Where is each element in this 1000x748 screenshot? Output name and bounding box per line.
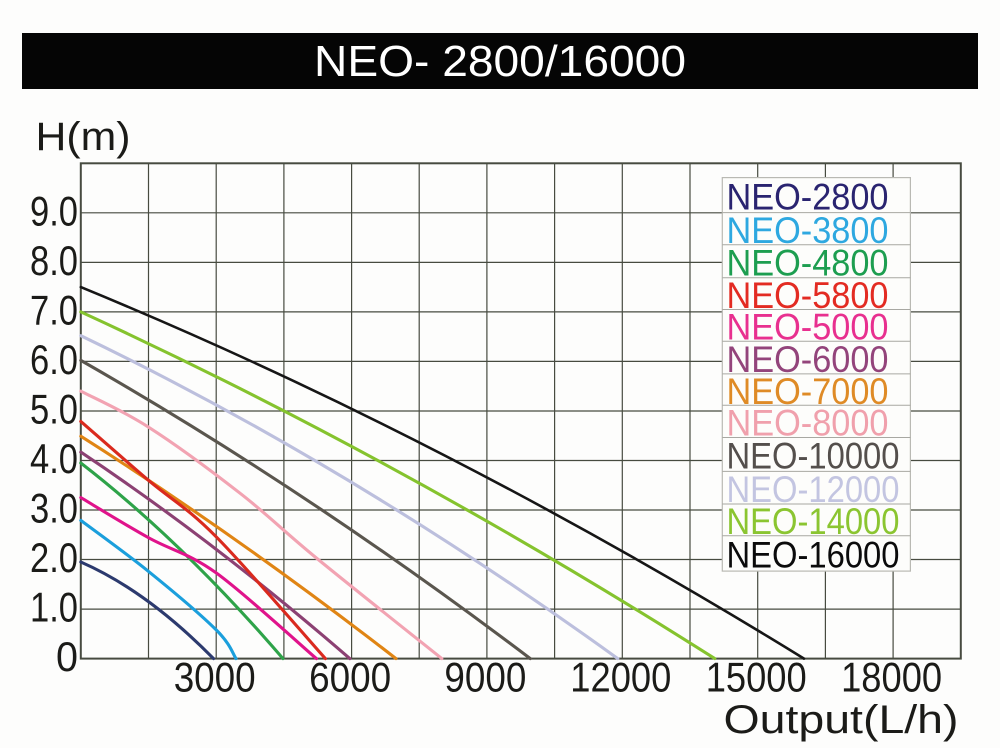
svg-text:8.0: 8.0 bbox=[30, 237, 78, 284]
svg-text:3.0: 3.0 bbox=[30, 485, 78, 532]
svg-text:NEO-14000: NEO-14000 bbox=[727, 501, 900, 542]
svg-text:NEO-5800: NEO-5800 bbox=[727, 275, 889, 316]
svg-text:1.0: 1.0 bbox=[30, 584, 78, 631]
svg-text:6.0: 6.0 bbox=[30, 336, 78, 383]
svg-text:9000: 9000 bbox=[444, 654, 526, 701]
svg-text:0: 0 bbox=[56, 633, 78, 680]
svg-text:NEO-10000: NEO-10000 bbox=[727, 436, 900, 477]
svg-text:Output(L/h): Output(L/h) bbox=[724, 698, 959, 742]
svg-text:6000: 6000 bbox=[309, 654, 391, 701]
svg-text:3000: 3000 bbox=[174, 654, 256, 701]
svg-text:NEO-8000: NEO-8000 bbox=[727, 403, 889, 444]
svg-text:18000: 18000 bbox=[841, 654, 942, 701]
svg-text:NEO- 2800/16000: NEO- 2800/16000 bbox=[314, 37, 686, 86]
svg-text:12000: 12000 bbox=[570, 654, 671, 701]
svg-text:9.0: 9.0 bbox=[30, 187, 78, 234]
svg-text:NEO-4800: NEO-4800 bbox=[727, 243, 889, 284]
svg-text:NEO-6000: NEO-6000 bbox=[727, 339, 889, 380]
svg-text:NEO-3800: NEO-3800 bbox=[727, 210, 889, 251]
svg-text:NEO-12000: NEO-12000 bbox=[727, 469, 900, 510]
svg-text:7.0: 7.0 bbox=[30, 286, 78, 333]
svg-text:H(m): H(m) bbox=[36, 115, 131, 159]
svg-text:15000: 15000 bbox=[706, 654, 807, 701]
svg-text:NEO-5000: NEO-5000 bbox=[727, 307, 889, 348]
svg-text:NEO-16000: NEO-16000 bbox=[727, 535, 900, 576]
svg-text:5.0: 5.0 bbox=[30, 386, 78, 433]
svg-text:4.0: 4.0 bbox=[30, 435, 78, 482]
svg-text:NEO-2800: NEO-2800 bbox=[727, 176, 889, 217]
svg-text:2.0: 2.0 bbox=[30, 534, 78, 581]
svg-text:NEO-7000: NEO-7000 bbox=[727, 371, 889, 412]
